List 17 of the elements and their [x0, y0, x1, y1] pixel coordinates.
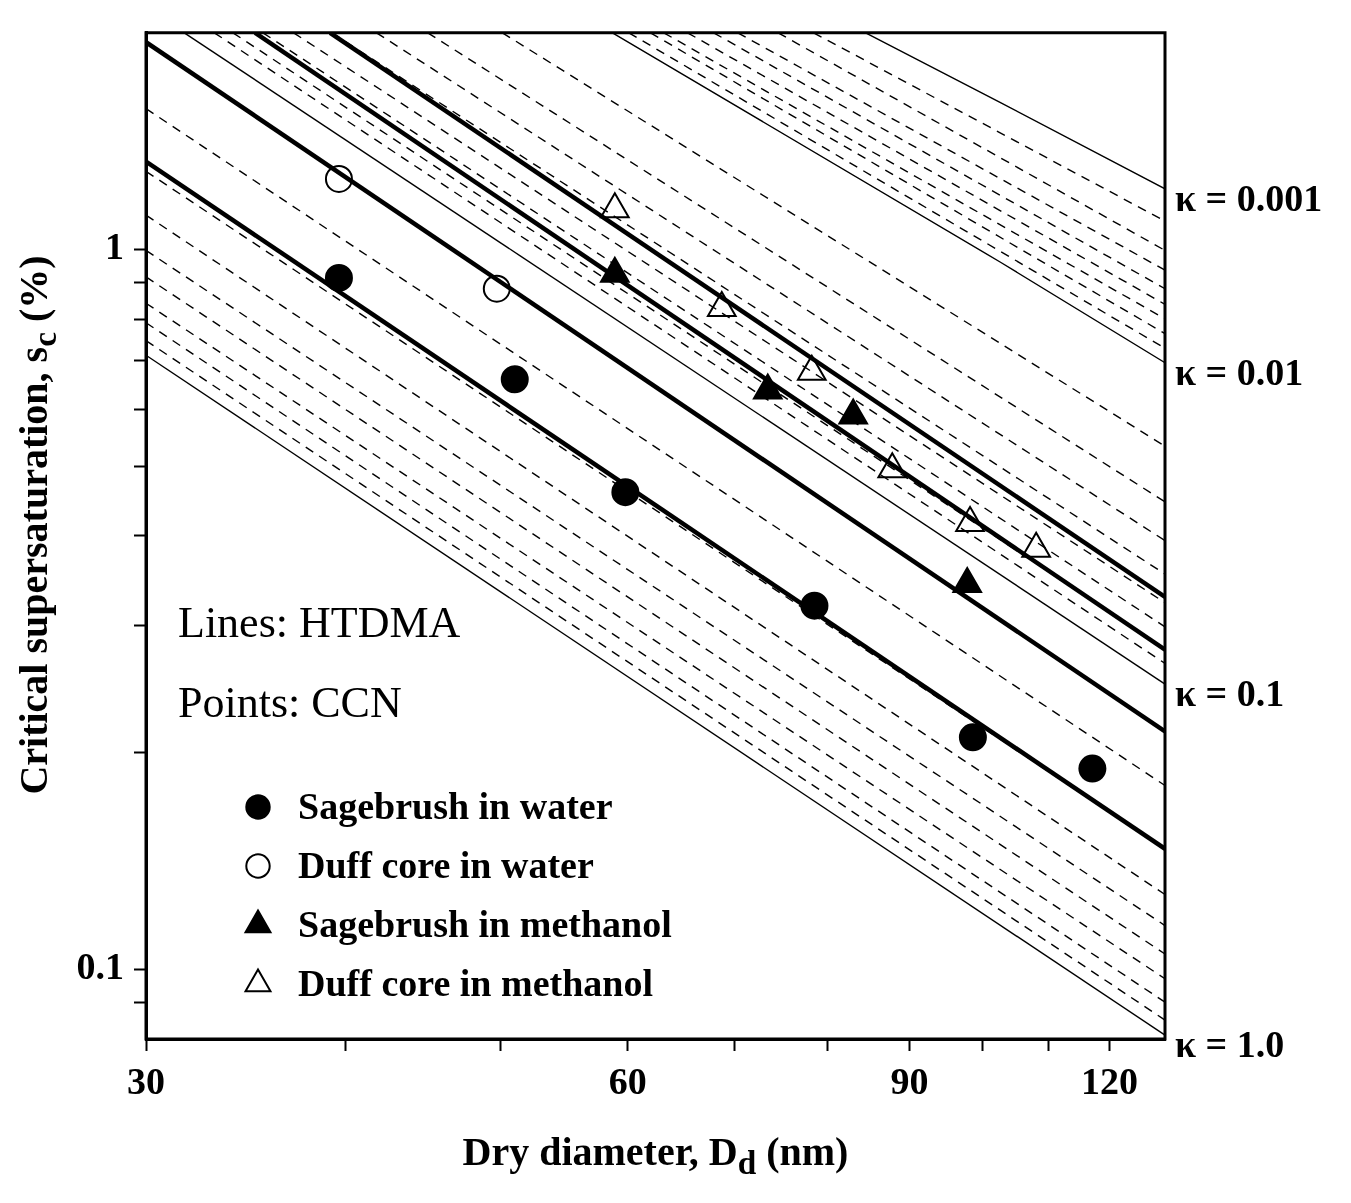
legend-label: Sagebrush in methanol — [298, 902, 672, 945]
legend-label: Sagebrush in water — [298, 784, 613, 827]
legend-label: Duff core in water — [298, 843, 594, 886]
x-tick-label: 60 — [608, 1059, 647, 1102]
series-label: κ = 1.0 — [1175, 1022, 1285, 1065]
y-tick-label: 0.1 — [76, 945, 124, 988]
x-tick-label: 120 — [1080, 1059, 1138, 1102]
y-tick-label: 1 — [105, 225, 124, 268]
series-label: κ = 0.001 — [1175, 176, 1323, 219]
series-label: κ = 0.1 — [1175, 671, 1285, 714]
annotation: Lines: HTDMA — [178, 597, 461, 647]
annotation: Points: CCN — [178, 677, 402, 727]
legend-label: Duff core in methanol — [298, 961, 653, 1004]
x-axis-title: Dry diameter, D$_{d}$ (nm) — [461, 1128, 850, 1182]
x-tick-label: 30 — [127, 1059, 165, 1102]
series-label: κ = 0.01 — [1175, 350, 1304, 393]
x-tick-label: 90 — [890, 1059, 929, 1102]
